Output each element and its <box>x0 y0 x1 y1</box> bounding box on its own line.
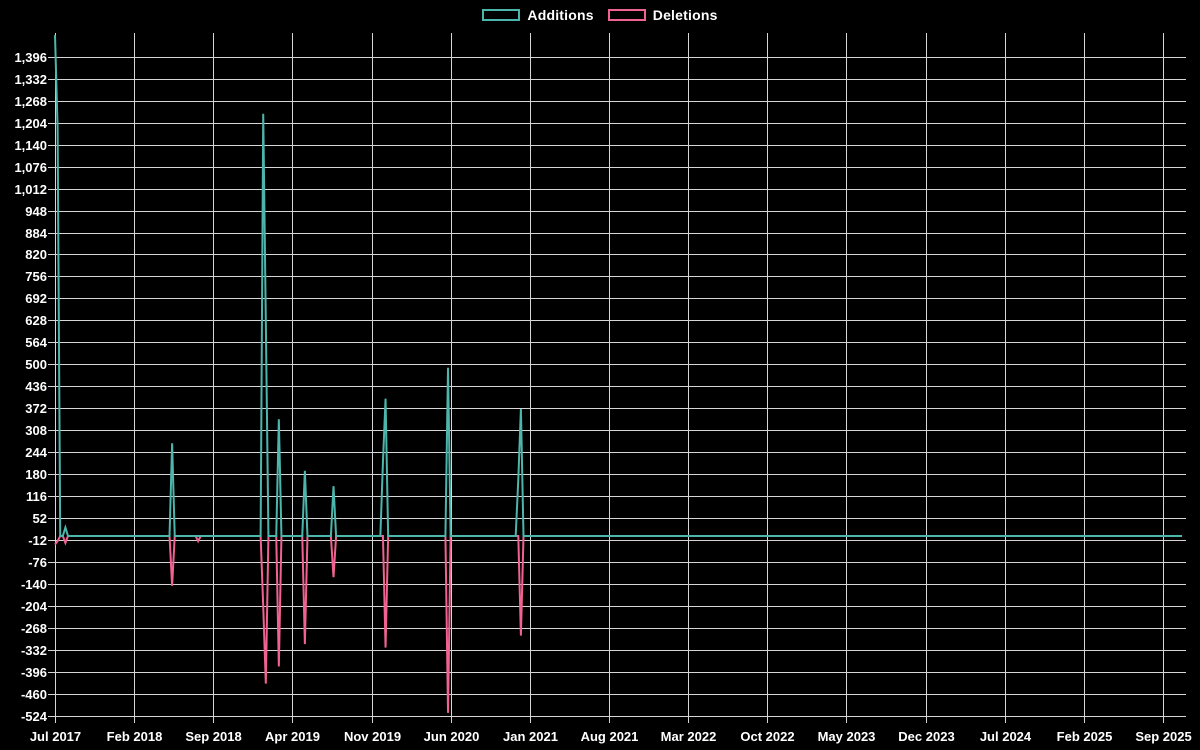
y-tick-label: 372 <box>25 401 47 416</box>
x-tick-label: Jul 2024 <box>980 729 1032 744</box>
y-tick-label: 116 <box>26 489 47 504</box>
y-tick-label: 1,332 <box>14 72 47 87</box>
x-tick-label: Jul 2017 <box>30 729 81 744</box>
additions-legend-label: Additions <box>527 7 594 23</box>
x-axis-tick-labels: Jul 2017 Feb 2018 Sep 2018 Apr 2019 Nov 2019… <box>30 729 1192 744</box>
y-tick-label: -460 <box>21 687 47 702</box>
y-tick-label: 820 <box>25 247 47 262</box>
y-tick-label: 1,396 <box>14 50 47 65</box>
x-tick-label: Mar 2022 <box>661 729 717 744</box>
additions-line <box>54 35 1182 537</box>
x-tick-label: Feb 2018 <box>107 729 163 744</box>
x-tick-label: Oct 2022 <box>740 729 794 744</box>
y-tick-label: -396 <box>21 665 47 680</box>
y-tick-label: 1,268 <box>14 94 47 109</box>
y-tick-label: 52 <box>33 511 47 526</box>
y-tick-label: 244 <box>25 445 47 460</box>
x-tick-label: Feb 2025 <box>1057 729 1113 744</box>
y-axis-tick-labels: 1,396 1,332 1,268 1,204 1,140 1,076 1,012 948 88… <box>14 50 47 724</box>
additions-swatch-icon <box>482 9 521 21</box>
y-tick-label: 628 <box>25 313 47 328</box>
x-tick-label: Jan 2021 <box>503 729 558 744</box>
x-tick-label: Apr 2019 <box>265 729 320 744</box>
x-tick-label: Aug 2021 <box>581 729 639 744</box>
x-tick-label: Jun 2020 <box>424 729 480 744</box>
y-tick-label: -140 <box>21 577 47 592</box>
y-tick-label: -204 <box>21 599 48 614</box>
x-tick-label: Sep 2018 <box>185 729 241 744</box>
y-tick-label: -524 <box>21 709 48 724</box>
y-tick-label: 1,140 <box>14 138 47 153</box>
legend-item-deletions[interactable]: Deletions <box>607 7 718 23</box>
y-tick-label: 1,076 <box>14 160 47 175</box>
y-tick-label: -332 <box>21 643 47 658</box>
x-tick-label: Nov 2019 <box>344 729 401 744</box>
legend-item-additions[interactable]: Additions <box>482 7 594 23</box>
y-tick-label: -268 <box>21 621 47 636</box>
deletions-swatch-icon <box>607 9 646 21</box>
y-tick-label: 692 <box>25 291 47 306</box>
y-tick-label: 1,012 <box>14 182 47 197</box>
y-tick-label: 308 <box>25 423 47 438</box>
x-tick-label: Sep 2025 <box>1135 729 1191 744</box>
x-tick-label: May 2023 <box>818 729 876 744</box>
y-tick-label: 500 <box>25 357 47 372</box>
gridlines <box>48 33 1186 723</box>
y-tick-label: -12 <box>28 533 47 548</box>
y-tick-label: 884 <box>25 226 47 241</box>
y-tick-label: 1,204 <box>14 116 47 131</box>
y-tick-label: 436 <box>25 379 47 394</box>
y-tick-label: 564 <box>25 335 47 350</box>
x-tick-label: Dec 2023 <box>898 729 954 744</box>
y-tick-label: -76 <box>28 555 47 570</box>
y-tick-label: 180 <box>25 467 47 482</box>
deletions-legend-label: Deletions <box>652 7 718 23</box>
chart-legend: Additions Deletions <box>0 7 1200 23</box>
y-tick-label: 756 <box>25 269 47 284</box>
y-tick-label: 948 <box>25 204 47 219</box>
